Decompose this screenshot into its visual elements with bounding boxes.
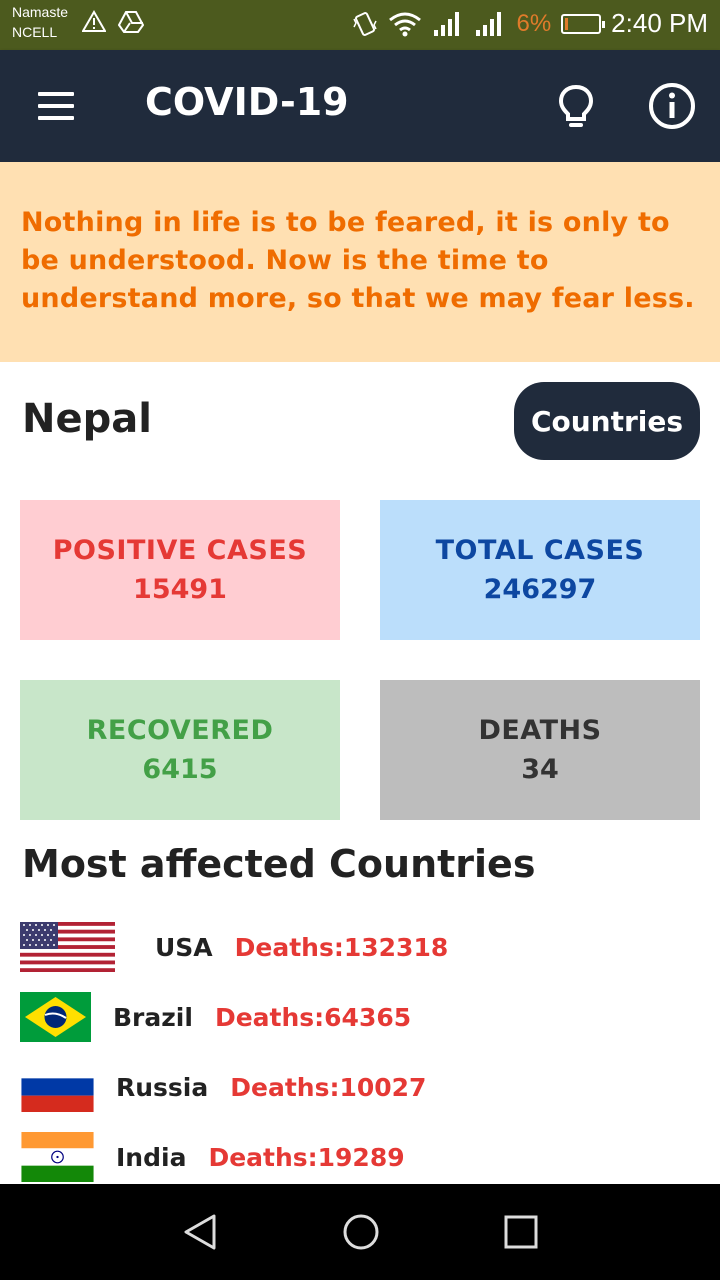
menu-icon[interactable] — [38, 92, 76, 120]
warning-icon — [82, 10, 106, 32]
carrier-label: Namaste NCELL — [12, 4, 69, 40]
app-bar: COVID-19 — [0, 50, 720, 162]
list-item[interactable]: India Deaths:19289 — [20, 1131, 405, 1183]
brazil-flag-icon — [20, 992, 91, 1042]
deaths-count: Deaths:64365 — [214, 1002, 412, 1032]
quote-text: Nothing in life is to be feared, it is o… — [21, 207, 695, 314]
usa-flag-icon — [20, 922, 115, 972]
status-indicators: 6% 2:40 PM — [352, 8, 708, 39]
info-icon[interactable] — [648, 82, 696, 130]
list-item[interactable]: USA Deaths:132318 — [20, 921, 448, 973]
lightbulb-icon[interactable] — [556, 84, 596, 130]
deaths-count: Deaths:132318 — [234, 932, 449, 962]
country-name: Nepal — [22, 396, 152, 442]
signal-icon — [434, 11, 460, 36]
total-cases-value: 246297 — [483, 574, 597, 605]
navigation-bar — [0, 1184, 720, 1280]
back-icon[interactable] — [180, 1212, 220, 1252]
positive-cases-value: 15491 — [133, 574, 227, 605]
recovered-card: RECOVERED 6415 — [20, 680, 340, 820]
country-label: Russia — [116, 1072, 209, 1102]
list-item[interactable]: Russia Deaths:10027 — [20, 1061, 426, 1113]
recovered-label: RECOVERED — [86, 715, 274, 746]
vibrate-icon — [353, 11, 378, 36]
india-flag-icon — [21, 1132, 94, 1182]
app-title: COVID-19 — [145, 80, 349, 124]
deaths-label: DEATHS — [478, 715, 602, 746]
list-item[interactable]: Brazil Deaths:64365 — [20, 991, 411, 1043]
deaths-count: Deaths:10027 — [230, 1072, 427, 1102]
quote-banner: Nothing in life is to be feared, it is o… — [0, 162, 720, 362]
status-bar: Namaste NCELL 6% 2:40 PM — [0, 0, 720, 50]
country-label: USA — [155, 932, 213, 962]
most-affected-title: Most affected Countries — [22, 842, 536, 886]
recents-icon[interactable] — [501, 1212, 541, 1252]
positive-cases-label: POSITIVE CASES — [52, 535, 308, 566]
battery-percentage: 6% — [516, 9, 552, 37]
total-cases-label: TOTAL CASES — [435, 535, 645, 566]
signal-icon-2 — [476, 11, 502, 36]
deaths-value: 34 — [521, 754, 559, 785]
russia-flag-icon — [21, 1062, 94, 1112]
deaths-count: Deaths:19289 — [208, 1142, 405, 1172]
country-label: India — [116, 1142, 187, 1172]
status-time: 2:40 PM — [611, 8, 708, 38]
recovered-value: 6415 — [142, 754, 218, 785]
battery-icon — [561, 13, 606, 34]
home-icon[interactable] — [341, 1212, 381, 1252]
countries-button[interactable]: Countries — [514, 382, 700, 460]
deaths-card: DEATHS 34 — [380, 680, 700, 820]
drive-icon — [118, 11, 144, 33]
wifi-icon — [389, 12, 422, 36]
positive-cases-card: POSITIVE CASES 15491 — [20, 500, 340, 640]
country-label: Brazil — [113, 1002, 193, 1032]
total-cases-card: TOTAL CASES 246297 — [380, 500, 700, 640]
